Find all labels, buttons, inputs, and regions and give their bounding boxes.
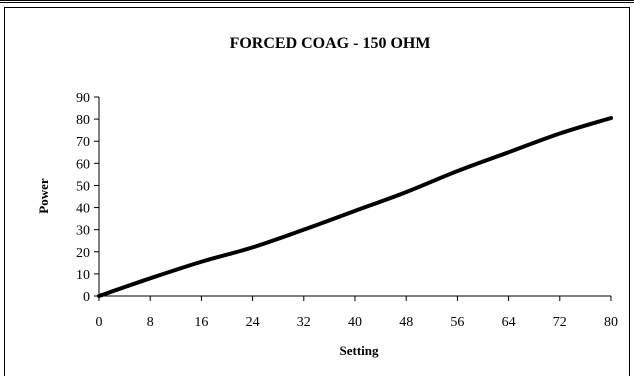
y-tick-label: 0 xyxy=(83,290,90,305)
x-axis-ticks: 0 8 16 24 32 40 48 56 64 72 80 xyxy=(96,296,618,330)
x-tick-label: 40 xyxy=(348,315,362,330)
x-tick-label: 48 xyxy=(399,315,413,330)
y-tick-label: 20 xyxy=(76,246,90,261)
x-tick-label: 32 xyxy=(297,315,311,330)
y-tick-label: 10 xyxy=(76,268,90,283)
y-axis-ticks: 0 10 20 30 40 50 60 70 80 90 xyxy=(76,91,99,305)
x-tick-label: 24 xyxy=(246,315,260,330)
x-tick-label: 0 xyxy=(96,315,103,330)
x-tick-label: 72 xyxy=(553,315,567,330)
y-tick-label: 90 xyxy=(76,91,90,106)
y-tick-label: 40 xyxy=(76,202,90,217)
x-tick-label: 80 xyxy=(604,315,618,330)
x-tick-label: 16 xyxy=(194,315,208,330)
x-tick-label: 56 xyxy=(450,315,464,330)
y-tick-label: 70 xyxy=(76,135,90,150)
y-tick-label: 50 xyxy=(76,179,90,194)
x-tick-label: 64 xyxy=(502,315,516,330)
y-tick-label: 60 xyxy=(76,157,90,172)
x-axis-label: Setting xyxy=(340,343,380,358)
chart-frame xyxy=(4,7,630,376)
chart-title: FORCED COAG - 150 OHM xyxy=(230,35,431,52)
power-series-line xyxy=(97,116,613,298)
y-axis-label: Power xyxy=(36,178,51,214)
y-tick-label: 30 xyxy=(76,224,90,239)
frame-top-border xyxy=(0,0,634,3)
y-tick-label: 80 xyxy=(76,113,90,128)
x-tick-label: 8 xyxy=(147,315,154,330)
